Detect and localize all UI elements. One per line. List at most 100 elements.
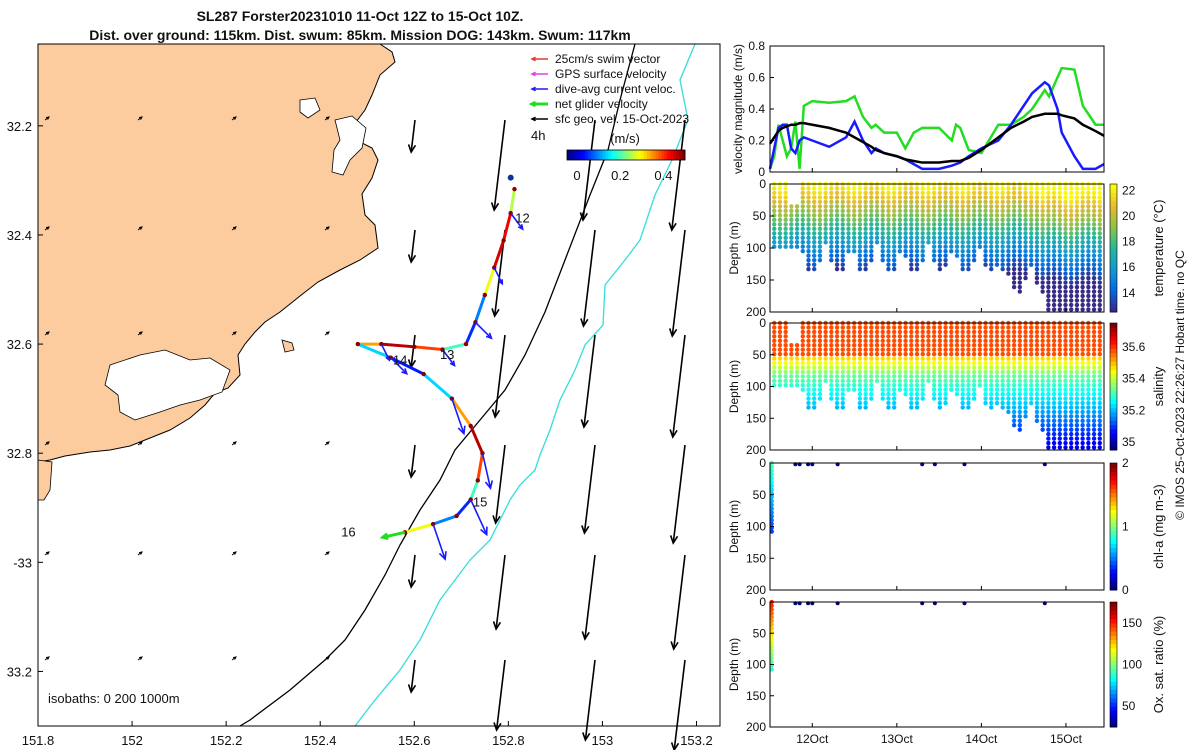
map-colorbar-step-25 [640, 150, 645, 160]
temperature-sample [891, 204, 897, 209]
salinity-sample [1086, 387, 1091, 392]
salinity-profile-21 [891, 320, 897, 410]
temperature-sample [994, 244, 1000, 249]
salinity-sample [989, 360, 994, 366]
temperature-sample [1069, 271, 1074, 276]
temperature-sample [857, 226, 863, 231]
salinity-sample [903, 343, 908, 348]
oxygen-saturation-colorbar-frame [1109, 601, 1118, 728]
temperature-sample [1046, 284, 1051, 290]
salinity-sample [994, 391, 1000, 397]
temperature-sample [1006, 213, 1011, 218]
dive-avg-current-arrow-5-head [485, 332, 493, 340]
temperature-sample [851, 249, 857, 254]
temperature-colorbar-step-14 [1110, 248, 1117, 253]
temperature-sample [1057, 199, 1062, 205]
salinity-sample [1091, 365, 1097, 370]
salinity-sample [829, 351, 834, 357]
salinity-sample [834, 378, 840, 383]
temperature-sample [920, 190, 925, 196]
temperature-sample [1080, 240, 1085, 245]
salinity-sample [954, 391, 960, 397]
salinity-sample [1063, 356, 1068, 361]
temperature-sample [1017, 271, 1023, 276]
chl-a-colorbar-step-19 [1110, 505, 1117, 511]
salinity-sample [817, 378, 823, 383]
chl-a-colorbar-step-1 [1110, 581, 1117, 587]
oxygen-saturation-sample-42 [769, 626, 774, 631]
salinity-sample [937, 360, 943, 366]
temperature-sample [943, 257, 948, 263]
temperature-sample [863, 231, 868, 236]
salinity-sample [777, 378, 783, 383]
salinity-sample [1091, 414, 1097, 419]
temperature-sample [1091, 262, 1097, 267]
salinity-sample [897, 360, 903, 366]
temperature-sample [954, 213, 960, 218]
salinity-sample [1069, 334, 1074, 339]
temperature-profile-1 [777, 181, 783, 249]
salinity-sample [1023, 356, 1028, 361]
temperature-sample [949, 231, 954, 236]
temperature-sample [891, 190, 897, 196]
temperature-sample [869, 244, 874, 249]
salinity-sample [920, 387, 925, 392]
temperature-profile-25 [914, 181, 920, 272]
geo-velocity-arrow-5-7-shaft [673, 659, 686, 750]
salinity-sample [869, 325, 874, 330]
temperature-profile-10 [829, 181, 834, 263]
salinity-sample [909, 391, 914, 397]
salinity-sample [1046, 396, 1051, 401]
temperature-sample [1046, 190, 1051, 196]
salinity-sample [914, 356, 920, 361]
salinity-sample [1011, 418, 1017, 423]
salinity-sample [977, 369, 983, 375]
glider-track-segment-8 [381, 342, 415, 349]
temperature-sample [863, 266, 868, 272]
salinity-sample [880, 325, 885, 330]
salinity-sample [966, 391, 971, 397]
temperature-sample [1040, 271, 1045, 276]
salinity-sample [880, 383, 885, 388]
salinity-sample [869, 365, 874, 370]
temperature-sample [1074, 307, 1080, 312]
dive-avg-current-arrow-17-shaft [469, 499, 488, 535]
salinity-sample [783, 374, 788, 379]
temperature-sample [1011, 208, 1017, 214]
salinity-sample [1080, 383, 1085, 388]
salinity-sample [1006, 334, 1011, 339]
temperature-sample [1029, 253, 1034, 258]
salinity-sample [1000, 360, 1005, 366]
geo-velocity-arrow-0-2-head [232, 116, 237, 120]
salinity-sample [1029, 334, 1034, 339]
temperature-sample [1091, 257, 1097, 263]
salinity-colorbar-step-10 [1110, 403, 1117, 409]
temperature-sample [1040, 199, 1045, 205]
salinity-sample [783, 338, 788, 343]
salinity-sample [943, 338, 948, 343]
temperature-colorbar-step-22 [1110, 213, 1117, 219]
map-colorbar-step-30 [655, 150, 659, 160]
temperature-sample [834, 231, 840, 236]
chl-a-sample-12 [769, 468, 774, 473]
temperature-sample [851, 204, 857, 209]
temperature-sample [846, 195, 851, 200]
temperature-sample [931, 226, 937, 231]
temperature-sample [937, 208, 943, 214]
salinity-sample [897, 334, 903, 339]
salinity-sample [1063, 418, 1068, 423]
temperature-sample [909, 195, 914, 200]
temperature-sample [777, 244, 783, 249]
temperature-sample [1017, 284, 1023, 290]
temperature-sample [880, 235, 885, 240]
temperature-sample [1011, 262, 1017, 267]
glider-track-segment-2 [492, 239, 506, 269]
salinity-sample [1074, 436, 1080, 441]
temperature-sample [1097, 217, 1102, 223]
salinity-sample [783, 325, 788, 330]
salinity-sample [1063, 378, 1068, 383]
temperature-sample [897, 195, 903, 200]
temperature-sample [834, 208, 840, 214]
salinity-sample [1023, 351, 1028, 357]
salinity-sample [1011, 423, 1017, 428]
